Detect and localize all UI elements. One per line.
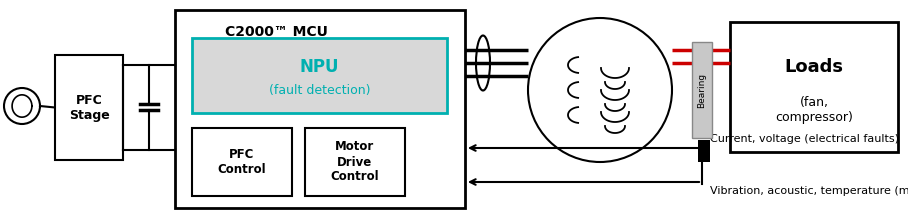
Text: Current, voltage (electrical faults): Current, voltage (electrical faults) xyxy=(710,134,899,144)
Text: PFC
Stage: PFC Stage xyxy=(69,94,109,121)
Text: (fan,
compressor): (fan, compressor) xyxy=(775,96,853,124)
Bar xyxy=(698,140,710,162)
Bar xyxy=(192,38,447,113)
Text: (fault detection): (fault detection) xyxy=(269,84,370,97)
Bar xyxy=(730,22,898,152)
Text: C2000™ MCU: C2000™ MCU xyxy=(225,25,328,39)
Text: Bearing: Bearing xyxy=(697,72,706,108)
Text: Loads: Loads xyxy=(785,59,844,77)
Text: Motor
Drive
Control: Motor Drive Control xyxy=(331,141,380,183)
Bar xyxy=(692,42,712,138)
Text: PFC
Control: PFC Control xyxy=(218,148,266,176)
Text: Vibration, acoustic, temperature (mechanical faults): Vibration, acoustic, temperature (mechan… xyxy=(710,186,908,196)
Bar xyxy=(55,55,123,160)
Bar xyxy=(192,128,292,196)
Bar xyxy=(305,128,405,196)
Bar xyxy=(175,10,465,208)
Text: NPU: NPU xyxy=(300,57,340,75)
